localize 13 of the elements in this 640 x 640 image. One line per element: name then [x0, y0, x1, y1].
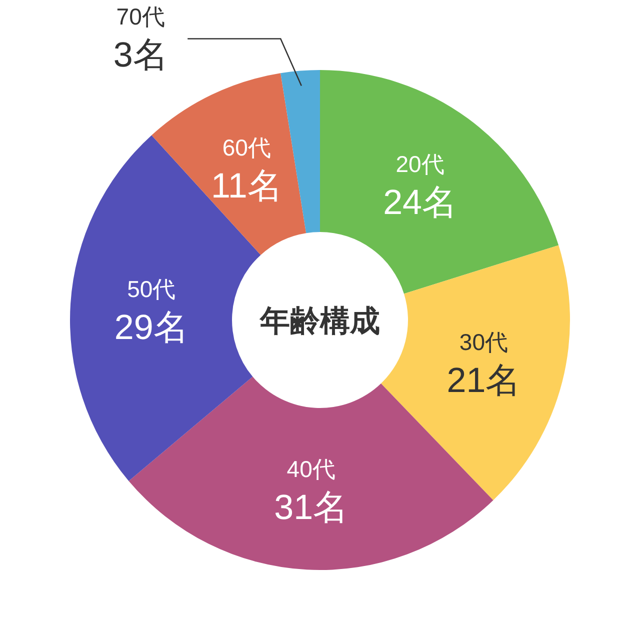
data-label: 24名	[383, 182, 458, 222]
slice-label: 40代	[286, 456, 336, 482]
data-label: 11名	[211, 166, 282, 206]
slice-label: 20代	[396, 150, 444, 177]
data-label: 29名	[114, 308, 188, 347]
data-label: 21名	[446, 360, 521, 400]
slice-label: 70代	[116, 4, 165, 30]
text: 年齢構成	[259, 305, 380, 338]
slice-label: 60代	[222, 134, 271, 161]
data-label: 31名	[274, 488, 348, 527]
slice-label: 50代	[127, 276, 176, 302]
data-label: 3名	[113, 36, 168, 75]
slice-label: 30代	[459, 328, 508, 355]
